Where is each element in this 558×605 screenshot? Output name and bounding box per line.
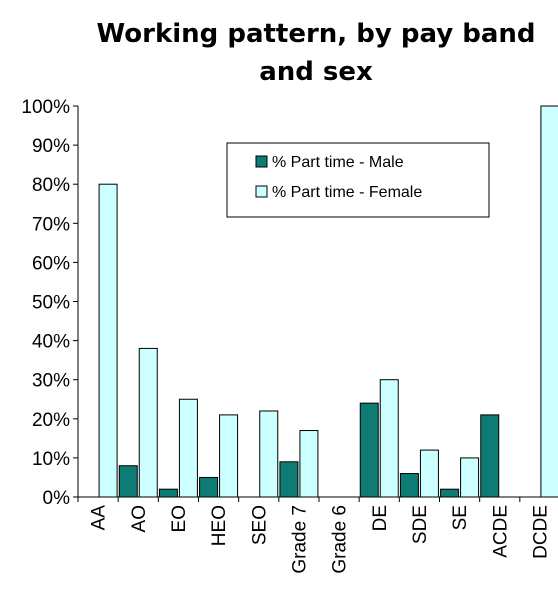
y-tick-label: 80% [32,175,70,196]
bar-female [178,398,198,498]
bar-female [299,430,319,498]
bar-female [540,105,558,498]
y-tick-label: 0% [43,488,71,509]
x-tick-label: ACDE [490,505,511,558]
bar-male [199,476,219,498]
bar-female [98,183,118,498]
bar-male [399,473,419,498]
bar-female [259,410,279,498]
bar-male [440,488,460,498]
x-tick-label: SE [450,505,471,530]
y-tick-label: 60% [32,253,70,274]
x-tick-label: DE [370,505,391,531]
bar-female [219,414,239,498]
bar-male [359,402,379,498]
bar-male [480,414,500,498]
legend-label: % Part time - Female [272,184,422,201]
x-tick-label: HEO [209,505,230,546]
y-tick-label: 70% [32,214,70,235]
x-tick-label: Grade 7 [290,505,311,574]
legend-swatch [255,155,268,168]
bar-male [118,465,138,498]
bar-female [419,449,439,498]
legend-label: % Part time - Male [272,154,404,171]
x-axis-labels: AA AO EO HEO SEO Grade 7 Grade 6 DE SDE SE ACDE DCD… [77,497,552,574]
bar-male [158,488,178,498]
x-tick-label: EO [169,505,190,532]
y-tick-label: 100% [21,97,70,118]
legend-box [226,142,490,218]
chart-title-line-1: Working pattern, by pay band [97,19,536,49]
legend-swatch [255,185,268,198]
y-tick-label: 90% [32,136,70,157]
legend: % Part time - Male % Part time - Female [226,142,490,218]
y-tick-label: 10% [32,449,70,470]
chart-title-line-2: and sex [259,57,373,87]
y-tick-label: 30% [32,371,70,392]
bars [98,105,558,498]
bar-male [279,461,299,498]
x-tick-label: Grade 6 [330,505,351,574]
bar-female [138,347,158,498]
x-tick-label: SEO [249,505,270,545]
x-tick-label: AA [89,505,110,531]
bar-female [460,457,480,498]
y-tick-label: 40% [32,332,70,353]
x-tick-label: AO [129,505,150,532]
y-tick-label: 20% [32,410,70,431]
bar-female [379,379,399,498]
x-tick-label: SDE [410,505,431,544]
x-tick-label: DCDE [531,505,552,559]
y-axis-ticks: 0% 10% 20% 30% 40% 50% 60% 70% 80% 90% 100% [21,97,78,509]
y-tick-label: 50% [32,293,70,314]
